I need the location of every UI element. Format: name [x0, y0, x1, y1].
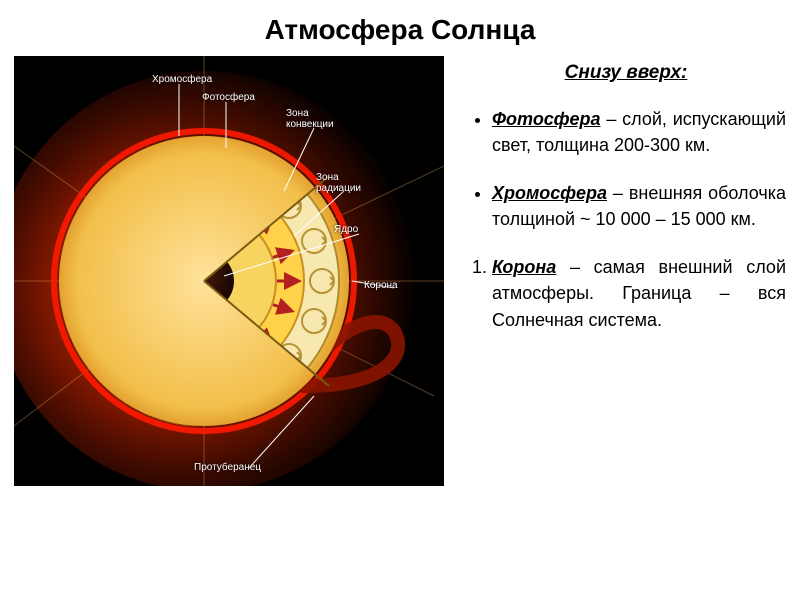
label-corona: Корона	[364, 280, 398, 291]
label-photosphere: Фотосфера	[202, 92, 255, 103]
content-row: Хромосфера Фотосфера Зона конвекции Зона…	[0, 56, 800, 586]
page-title: Атмосфера Солнца	[0, 0, 800, 56]
list-item: Хромосфера – внешняя оболочка толщиной ~…	[492, 180, 786, 232]
label-core: Ядро	[334, 224, 358, 235]
list-item: Фотосфера – слой, испускающий свет, толщ…	[492, 106, 786, 158]
term-chromosphere: Хромосфера	[492, 183, 607, 203]
label-prominence: Протуберанец	[194, 462, 261, 473]
label-convection: Зона конвекции	[286, 108, 334, 130]
sun-svg	[14, 56, 444, 486]
text-panel: Снизу вверх: Фотосфера – слой, испускающ…	[444, 56, 786, 572]
bullet-list: Фотосфера – слой, испускающий свет, толщ…	[466, 106, 786, 232]
sep: –	[607, 183, 629, 203]
label-radiation: Зона радиации	[316, 172, 361, 194]
label-chromosphere: Хромосфера	[152, 74, 212, 85]
term-photosphere: Фотосфера	[492, 109, 601, 129]
sep: –	[556, 257, 593, 277]
sun-diagram: Хромосфера Фотосфера Зона конвекции Зона…	[14, 56, 444, 486]
list-item: Корона – самая внешний слой атмосферы. Г…	[492, 254, 786, 332]
sep: –	[601, 109, 623, 129]
subtitle: Снизу вверх:	[466, 62, 786, 84]
term-corona: Корона	[492, 257, 556, 277]
numbered-list: Корона – самая внешний слой атмосферы. Г…	[466, 254, 786, 332]
